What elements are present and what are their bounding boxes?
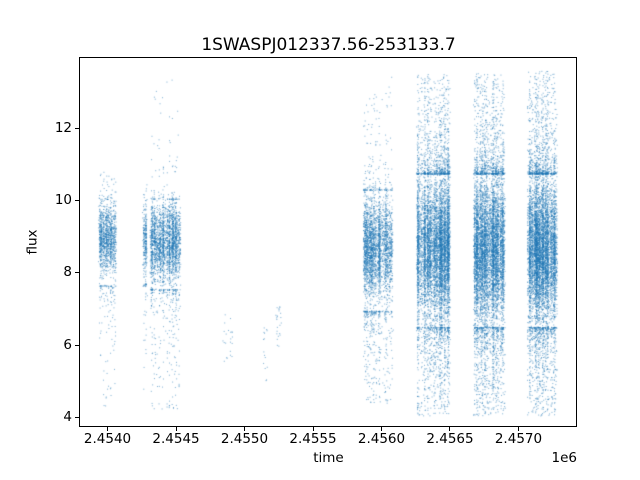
chart-title: 1SWASPJ012337.56-253133.7 [201,35,456,55]
plot-area-border [79,57,577,427]
y-tick-mark [75,127,79,129]
x-tick-mark [244,427,245,431]
x-axis-label: time [313,450,344,466]
x-tick-label: 2.4560 [357,431,406,447]
x-tick-label: 2.4570 [494,431,543,447]
x-axis-offset-label: 1e6 [551,450,577,466]
x-tick-mark [312,427,314,431]
x-tick-label: 2.4540 [83,431,132,447]
x-tick-label: 2.4555 [289,431,337,447]
x-tick-label: 2.4550 [220,431,269,447]
y-tick-label: 8 [63,264,72,281]
y-axis-label: flux [24,229,41,255]
x-tick-label: 2.4565 [426,431,474,447]
y-tick-label: 6 [63,336,72,353]
y-tick-mark [75,200,79,202]
y-tick-mark [75,416,79,418]
y-tick-mark [75,344,79,346]
x-tick-mark [107,427,109,431]
x-tick-mark [175,427,177,431]
y-tick-label: 10 [54,192,72,209]
y-tick-mark [75,272,79,274]
x-tick-label: 2.4545 [152,431,200,447]
x-tick-mark [380,427,382,431]
y-tick-label: 12 [54,119,72,136]
scatter-points-canvas [80,58,576,427]
x-tick-mark [449,427,451,431]
x-tick-mark [517,427,519,431]
y-tick-label: 4 [63,408,72,425]
